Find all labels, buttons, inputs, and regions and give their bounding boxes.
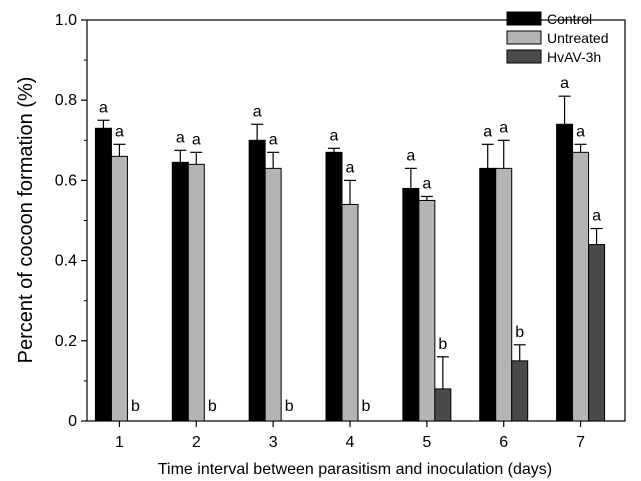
significance-label: a [115,123,124,140]
significance-label: a [253,103,262,120]
significance-label: a [406,147,415,164]
x-axis-label: Time interval between parasitism and ino… [158,461,552,478]
y-tick-label: 0.6 [55,172,77,189]
bar [479,167,497,422]
significance-label: a [592,208,601,225]
bar [325,151,343,422]
y-tick-label: 0.2 [55,333,77,350]
significance-label: a [330,127,339,144]
y-tick-label: 0 [68,413,77,430]
significance-label: b [515,324,524,341]
significance-label: b [362,398,371,415]
bar [511,360,529,422]
significance-label: a [99,99,108,116]
bar [171,161,189,422]
legend-swatch [506,30,542,45]
significance-label: a [346,159,355,176]
x-tick-label: 5 [422,434,431,451]
legend: Control Untreated HvAV-3h [506,11,608,65]
y-tick-label: 1.0 [55,12,77,29]
bar [434,388,452,422]
bar [588,244,606,422]
legend-swatch [506,11,542,26]
significance-label: b [131,398,140,415]
bar [556,123,574,422]
x-tick-label: 6 [499,434,508,451]
bar [402,187,420,422]
x-axis: 1 2 3 4 5 6 7 [115,421,585,451]
bar [264,167,282,422]
x-tick-label: 3 [269,434,278,451]
legend-swatch [506,49,542,64]
significance-label: b [208,398,217,415]
significance-label: a [269,131,278,148]
bar [248,139,266,422]
bar [572,151,590,422]
significance-label: a [499,119,508,136]
significance-label: a [560,75,569,92]
bar [418,199,436,422]
legend-label: Untreated [547,30,608,46]
significance-label: a [192,131,201,148]
significance-label: a [176,129,185,146]
legend-label: HvAV-3h [547,49,601,65]
y-axis-label: Percent of cocoon formation (%) [15,77,37,364]
y-tick-label: 0.8 [55,92,77,109]
significance-label: a [576,123,585,140]
bar [110,155,128,422]
y-tick-label: 0.4 [55,253,77,270]
significance-label: a [483,123,492,140]
significance-label: b [285,398,294,415]
x-tick-label: 7 [576,434,585,451]
x-tick-label: 2 [192,434,201,451]
bar [341,203,359,422]
significance-label: b [438,336,447,353]
significance-label: a [422,175,431,192]
x-tick-label: 4 [346,434,355,451]
legend-label: Control [547,11,592,27]
y-axis: 0 0.2 0.4 0.6 0.8 1.0 [55,12,87,430]
bar [187,163,205,422]
bar [94,127,112,422]
bar [495,167,513,422]
x-tick-label: 1 [115,434,124,451]
